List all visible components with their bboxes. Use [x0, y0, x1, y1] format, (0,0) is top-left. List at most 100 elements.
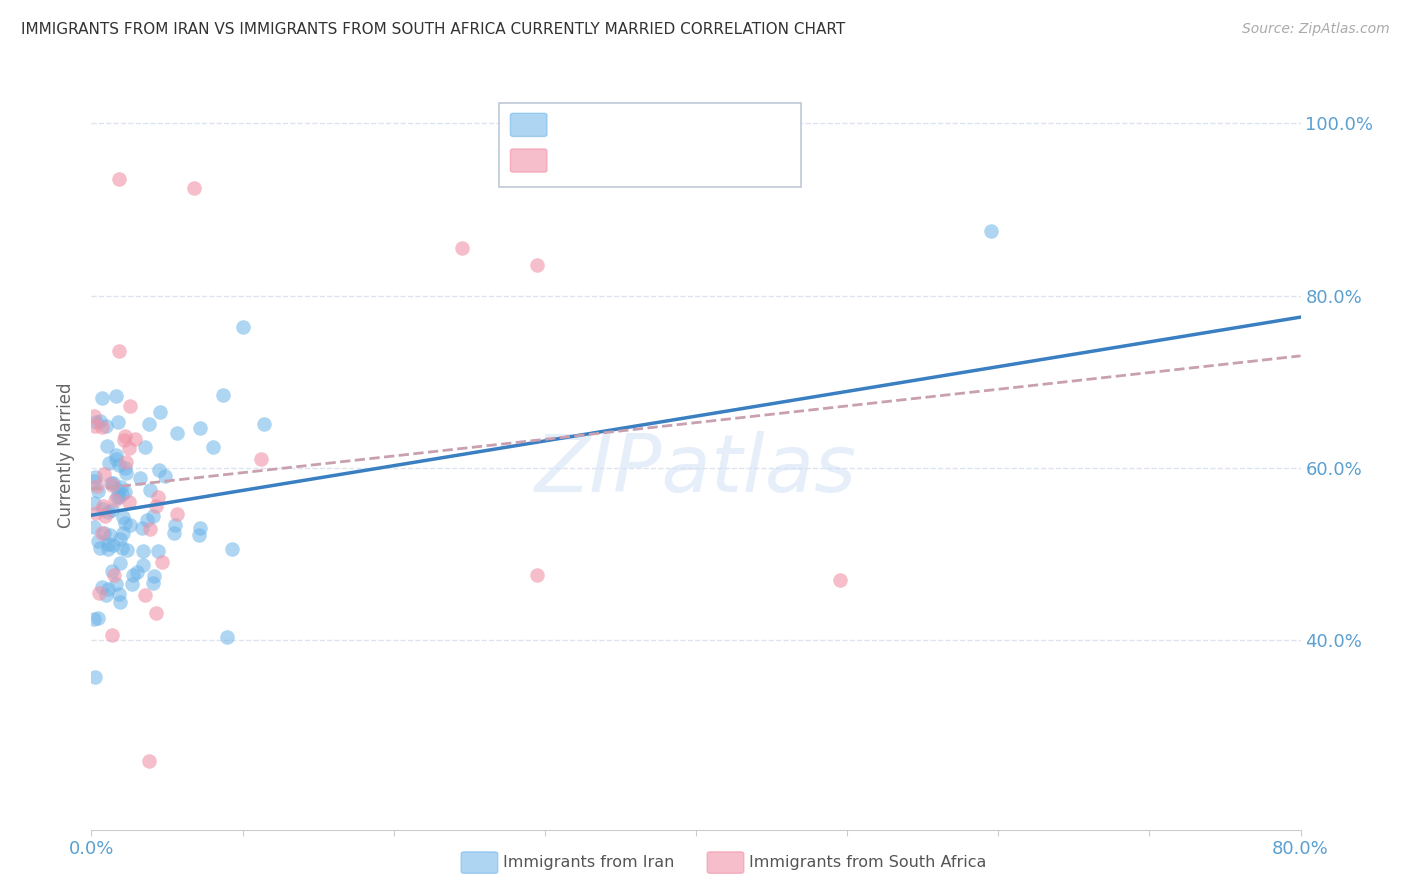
Point	[142, 508, 165, 523]
Point	[124, 432, 146, 446]
Point	[117, 542, 139, 557]
Point	[136, 513, 159, 527]
Text: ZIPatlas: ZIPatlas	[534, 431, 858, 509]
Point	[87, 484, 110, 499]
Point	[143, 569, 166, 583]
Point	[118, 400, 141, 414]
Point	[146, 490, 169, 504]
Point	[232, 319, 254, 334]
Point	[104, 577, 127, 591]
Point	[101, 502, 124, 516]
Point	[91, 420, 114, 434]
Point	[101, 538, 124, 552]
Point	[138, 417, 160, 431]
Point	[89, 541, 111, 555]
Point	[107, 172, 129, 186]
Point	[149, 404, 172, 418]
Point	[98, 456, 121, 470]
Point	[93, 525, 115, 540]
Point	[101, 564, 124, 578]
Text: 0.309: 0.309	[595, 116, 644, 134]
Point	[84, 419, 107, 434]
Point	[183, 181, 205, 195]
Point	[131, 521, 153, 535]
Point	[104, 449, 127, 463]
Point	[94, 508, 117, 523]
Point	[118, 517, 141, 532]
Point	[134, 588, 156, 602]
Point	[118, 495, 141, 509]
Point	[121, 577, 143, 591]
Point	[86, 478, 108, 492]
Text: Source: ZipAtlas.com: Source: ZipAtlas.com	[1241, 22, 1389, 37]
Point	[103, 568, 125, 582]
Point	[83, 612, 105, 626]
Point	[115, 466, 138, 480]
Point	[249, 452, 271, 467]
Point	[132, 544, 155, 558]
Point	[253, 417, 276, 431]
Point	[526, 259, 548, 273]
Point	[166, 425, 188, 440]
Point	[114, 429, 136, 443]
Text: 85: 85	[693, 116, 716, 134]
Point	[107, 344, 129, 359]
Point	[83, 469, 105, 483]
Point	[150, 555, 173, 569]
Point	[91, 499, 114, 513]
Point	[138, 754, 160, 768]
Text: 37: 37	[693, 152, 716, 169]
Point	[107, 415, 129, 429]
Point	[187, 527, 209, 541]
Point	[96, 439, 118, 453]
Point	[104, 493, 127, 508]
Point	[101, 475, 124, 490]
Point	[166, 508, 188, 522]
Point	[89, 414, 111, 428]
Point	[87, 611, 110, 625]
Text: R =: R =	[555, 152, 599, 169]
Point	[108, 595, 131, 609]
Point	[146, 544, 169, 558]
Point	[145, 606, 167, 620]
Point	[221, 541, 243, 556]
Point	[111, 510, 134, 524]
Point	[97, 537, 120, 551]
Point	[155, 468, 177, 483]
Point	[108, 532, 131, 546]
Point	[201, 441, 224, 455]
Point	[132, 558, 155, 572]
Point	[145, 499, 167, 513]
Point	[107, 483, 129, 497]
Point	[114, 484, 136, 499]
Point	[84, 507, 107, 521]
Point	[163, 525, 186, 540]
Point	[118, 442, 141, 456]
Point	[111, 486, 134, 500]
Point	[84, 415, 107, 429]
Point	[110, 541, 132, 556]
Point	[163, 518, 186, 533]
Point	[190, 521, 212, 535]
Point	[217, 630, 239, 644]
Point	[104, 452, 127, 467]
Point	[83, 474, 105, 488]
Point	[114, 460, 136, 475]
Point	[84, 670, 107, 684]
Point	[142, 576, 165, 591]
Point	[83, 519, 105, 533]
Text: Immigrants from South Africa: Immigrants from South Africa	[749, 855, 987, 870]
Point	[90, 525, 112, 540]
Point	[114, 455, 136, 469]
Point	[212, 388, 235, 402]
Point	[828, 573, 851, 587]
Point	[122, 568, 145, 582]
Text: N =: N =	[657, 152, 696, 169]
Text: IMMIGRANTS FROM IRAN VS IMMIGRANTS FROM SOUTH AFRICA CURRENTLY MARRIED CORRELATI: IMMIGRANTS FROM IRAN VS IMMIGRANTS FROM …	[21, 22, 845, 37]
Point	[83, 495, 105, 509]
Point	[111, 525, 134, 540]
Point	[93, 467, 115, 482]
Point	[101, 478, 124, 492]
Point	[110, 556, 132, 570]
Point	[138, 522, 160, 536]
